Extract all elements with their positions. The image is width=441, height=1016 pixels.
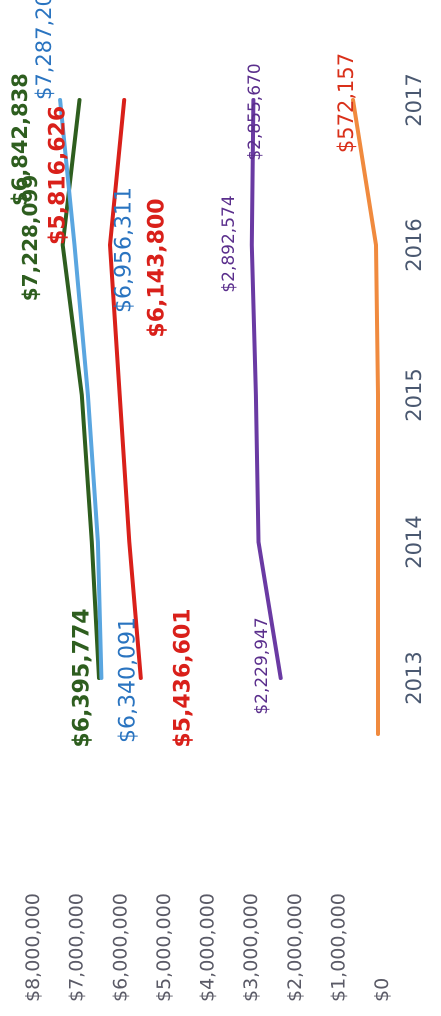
y-tick-label: $5,000,000 [153,893,175,1002]
y-tick-label: $1,000,000 [327,893,349,1002]
y-axis: $0 $1,000,000 $2,000,000 $3,000,000 $4,000,0… [22,893,393,1002]
data-label: $6,143,800 [145,198,170,337]
x-tick-label: 2015 [402,368,426,421]
data-label: $6,340,091 [116,617,141,743]
y-tick-label: $0 [371,978,393,1002]
series-lines [58,98,380,736]
data-label: $2,229,947 [252,617,272,714]
series-line [58,98,104,680]
series-line [108,98,143,680]
y-tick-label: $2,000,000 [284,893,306,1002]
x-tick-label: 2016 [402,218,426,271]
series-line [351,98,380,736]
x-tick-label: 2014 [402,515,426,568]
data-label: $2,892,574 [219,195,239,292]
data-label: $2,855,670 [245,63,265,160]
y-tick-label: $3,000,000 [240,893,262,1002]
x-tick-label: 2017 [402,73,426,126]
x-tick-label: 2013 [402,651,426,704]
data-label: $572,157 [334,53,358,153]
y-tick-label: $4,000,000 [197,893,219,1002]
series-line [249,98,283,680]
data-label: $7,228,099 [18,175,42,302]
y-tick-label: $7,000,000 [66,893,88,1002]
x-axis: 2013 2014 2015 2016 2017 [402,73,426,704]
y-tick-label: $8,000,000 [22,893,44,1002]
data-label: $7,287,208 [32,0,56,100]
data-labels: $6,395,774 $7,228,099$6,842,838 $6,340,091… [8,0,358,748]
data-label: $6,956,311 [112,187,137,313]
data-label: $6,842,838 [8,73,32,206]
data-label: $5,436,601 [171,608,196,747]
data-label: $5,816,626 [46,106,71,245]
y-tick-label: $6,000,000 [109,893,131,1002]
data-label: $6,395,774 [70,608,95,747]
